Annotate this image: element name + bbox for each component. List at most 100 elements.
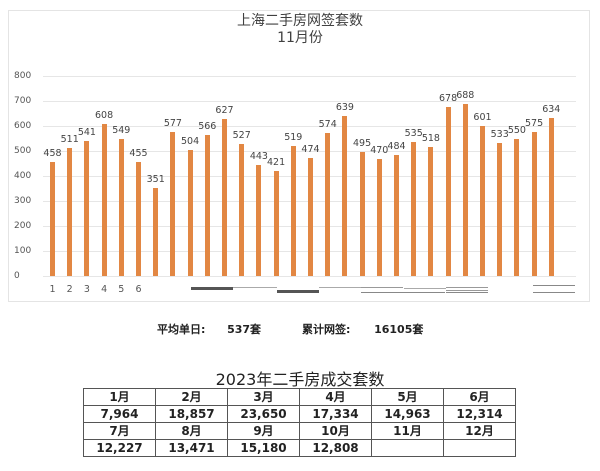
- month-header-cell: 11月: [371, 422, 444, 440]
- bar: [67, 148, 73, 276]
- x-axis-tick-label: 1: [49, 284, 56, 295]
- month-header-cell: 8月: [155, 422, 228, 440]
- x-axis-artifact: [361, 287, 403, 288]
- bar: [170, 131, 176, 276]
- bar: [428, 146, 434, 276]
- bar-value-label: 678: [439, 92, 458, 104]
- month-header-cell: 10月: [299, 422, 372, 440]
- bar: [411, 142, 417, 276]
- bar: [118, 138, 124, 276]
- x-axis-tick-label: 4: [101, 284, 108, 295]
- bar-value-label: 577: [163, 117, 182, 129]
- table-value-row: 12,227 13,471 15,180 12,808: [83, 439, 516, 457]
- bar-value-label: 474: [301, 143, 320, 155]
- table-value-row: 7,964 18,857 23,650 17,334 14,963 12,314: [83, 405, 516, 423]
- bar-value-label: 518: [421, 132, 440, 144]
- bar-value-label: 634: [542, 103, 561, 115]
- bar-value-label: 601: [473, 111, 492, 123]
- bar: [204, 134, 210, 276]
- x-axis-artifact: [361, 292, 445, 293]
- x-axis-artifact: [446, 290, 488, 291]
- bar: [394, 155, 399, 276]
- chart-title-line2: 11月份: [277, 30, 323, 46]
- monthly-transactions-table: 1月 2月 3月 4月 5月 6月 7,964 18,857 23,650 17,334 14,96…: [83, 388, 516, 457]
- x-axis-artifact: [319, 287, 361, 288]
- x-axis-artifact: [533, 292, 575, 293]
- bar: [273, 170, 279, 276]
- table-title: 2023年二手房成交套数: [215, 370, 385, 389]
- bar: [290, 146, 296, 276]
- bar-value-label: 458: [43, 147, 62, 159]
- bar-value-label: 527: [232, 130, 251, 142]
- bar-value-label: 574: [318, 118, 337, 130]
- bar: [187, 150, 193, 276]
- x-axis-tick-label: 5: [118, 284, 125, 295]
- month-value-cell: 15,180: [227, 439, 300, 457]
- month-header-cell: 9月: [227, 422, 300, 440]
- bar: [239, 144, 245, 276]
- bar-chart-plot: 0 100 200 300 400 500 600 700 800 458 511 541 608 549…: [14, 71, 576, 295]
- y-axis-tick-label: 700: [14, 96, 32, 106]
- bar: [359, 152, 365, 276]
- bar: [325, 132, 331, 276]
- x-axis-artifact: [191, 287, 233, 290]
- bar-value-label: 608: [95, 110, 114, 121]
- chart-title: 上海二手房网签套数 11月份: [0, 13, 600, 47]
- gridline: [43, 126, 576, 127]
- x-axis-artifact: [404, 288, 446, 289]
- bar-value-label: 639: [335, 102, 354, 114]
- month-value-cell: 14,963: [371, 405, 444, 423]
- bar-value-label: 575: [525, 118, 544, 130]
- month-header-cell: 4月: [299, 388, 372, 406]
- bar-value-label: 535: [404, 128, 423, 140]
- gridline: [43, 101, 576, 102]
- month-value-cell: [443, 439, 516, 457]
- month-header-cell: 7月: [83, 422, 156, 440]
- bar-value-label: 541: [77, 126, 96, 138]
- bar: [445, 106, 451, 276]
- cumulative-total-value: 16105套: [374, 323, 424, 336]
- bar: [376, 158, 382, 276]
- table-header-row: 7月 8月 9月 10月 11月 12月: [83, 422, 516, 440]
- month-header-cell: 6月: [443, 388, 516, 406]
- bar: [462, 104, 468, 276]
- x-axis-tick-label: 3: [83, 284, 90, 295]
- bar-value-label: 504: [181, 136, 200, 147]
- bar: [531, 132, 537, 276]
- bar-value-label: 443: [249, 151, 268, 163]
- x-axis-artifact: [446, 287, 488, 288]
- bar: [153, 188, 159, 276]
- month-header-cell: 1月: [83, 388, 156, 406]
- bar-value-label: 495: [353, 138, 372, 150]
- x-axis-artifact: [277, 290, 319, 293]
- bar: [136, 162, 141, 276]
- chart-title-line1: 上海二手房网签套数: [237, 13, 363, 29]
- y-axis-tick-label: 400: [14, 171, 32, 181]
- bar-value-label: 351: [146, 174, 165, 186]
- y-axis-tick-label: 100: [14, 246, 32, 256]
- bar: [308, 157, 313, 276]
- bar-value-label: 455: [129, 148, 148, 160]
- y-axis-tick-label: 200: [14, 221, 32, 231]
- month-header-cell: 5月: [371, 388, 444, 406]
- table-header-row: 1月 2月 3月 4月 5月 6月: [83, 388, 516, 406]
- month-value-cell: 23,650: [227, 405, 300, 423]
- bar-value-label: 484: [387, 141, 406, 152]
- y-axis-tick-label: 800: [14, 71, 32, 81]
- month-value-cell: 12,227: [83, 439, 156, 457]
- y-axis-tick-label: 0: [14, 271, 20, 281]
- y-axis-tick-label: 600: [14, 121, 32, 131]
- y-axis-tick-label: 300: [14, 196, 32, 206]
- bar-value-label: 470: [370, 144, 389, 156]
- bar-value-label: 519: [284, 132, 303, 144]
- bar-value-label: 549: [112, 124, 131, 136]
- month-value-cell: [371, 439, 444, 457]
- bar-value-label: 550: [507, 124, 526, 136]
- bar-value-label: 566: [198, 120, 217, 132]
- daily-average-value: 537套: [227, 323, 262, 336]
- bar-value-label: 627: [215, 105, 234, 117]
- daily-average: 平均单日: 537套: [157, 321, 261, 337]
- gridline: [43, 276, 576, 277]
- bar: [548, 117, 554, 276]
- month-value-cell: 18,857: [155, 405, 228, 423]
